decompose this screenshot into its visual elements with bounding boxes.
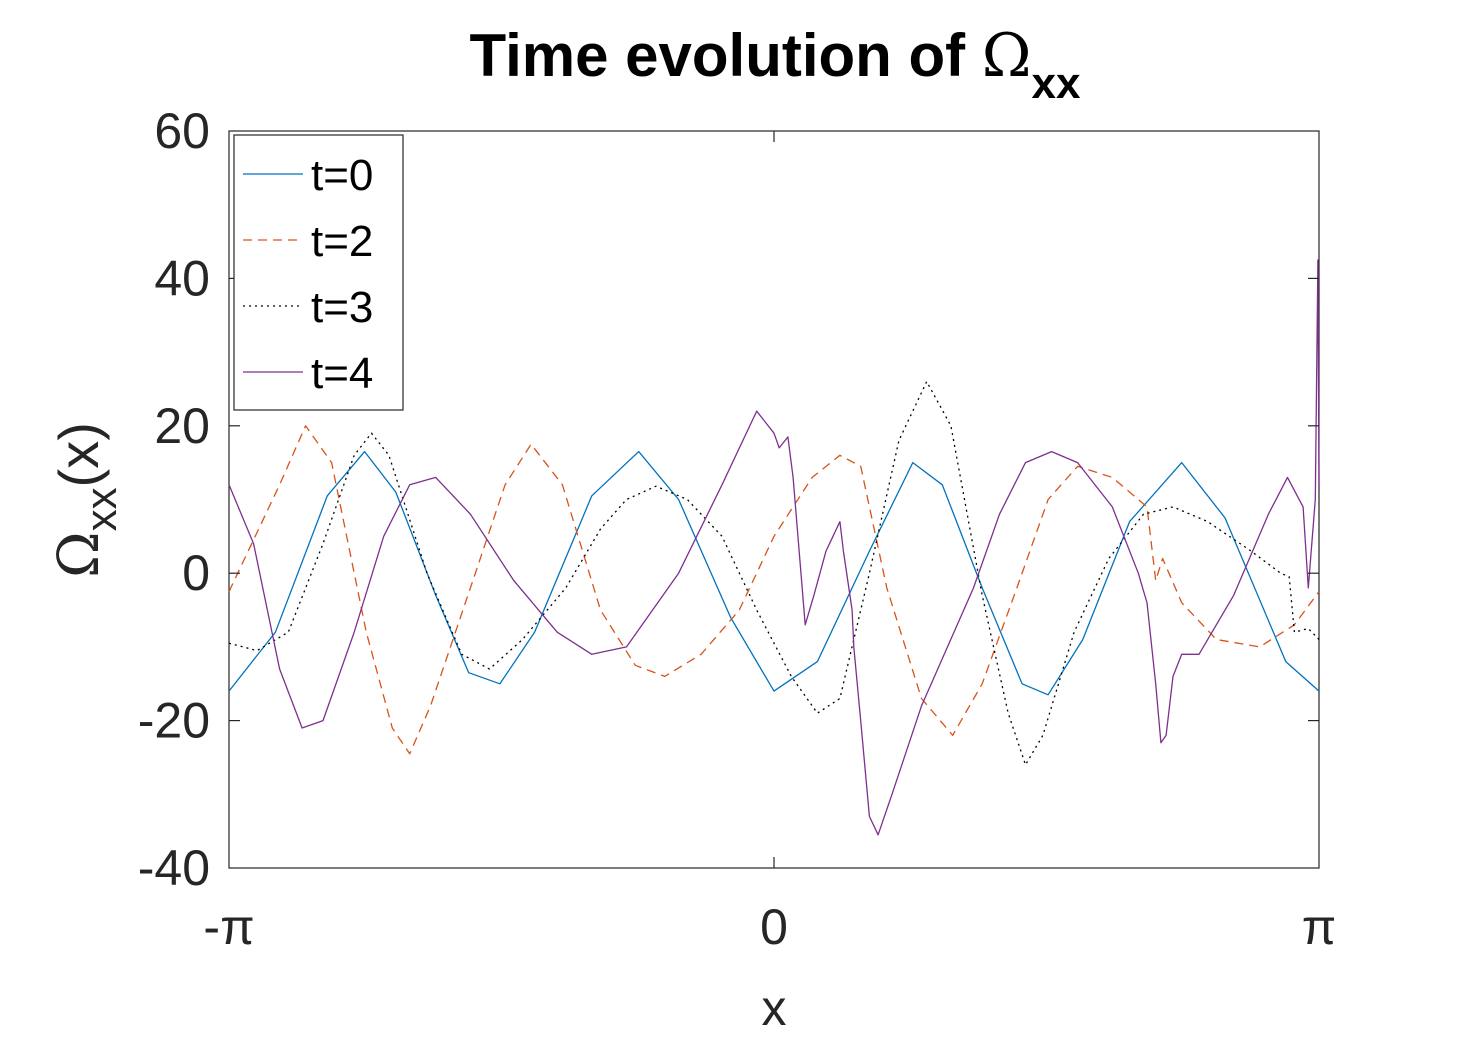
series-line-t-4 xyxy=(228,259,1320,836)
chart-title-main: Time evolution of xyxy=(470,22,982,89)
legend-label-3: t=4 xyxy=(311,349,373,398)
y-tick-label-1: -20 xyxy=(138,693,210,749)
y-tick-label-3: 20 xyxy=(154,398,210,454)
legend: t=0 t=2 t=3 t=4 xyxy=(233,134,404,411)
y-tick-label-5: 60 xyxy=(154,103,210,159)
chart-title-subscript: xx xyxy=(1032,59,1081,108)
plot-area xyxy=(228,130,1320,869)
series-line-t-2 xyxy=(228,425,1320,755)
y-axis-label: Ωxx(x) xyxy=(47,422,126,578)
legend-label-1: t=2 xyxy=(311,217,373,266)
x-axis-label: x xyxy=(762,980,787,1036)
y-tick-label-0: -40 xyxy=(138,840,210,896)
y-axis-ticks: -40 -20 0 20 40 60 xyxy=(138,103,1319,896)
y-axis-label-suffix: (x) xyxy=(47,422,110,487)
legend-label-0: t=0 xyxy=(311,151,373,200)
series-layer xyxy=(228,259,1320,836)
x-axis-ticks: -π 0 π xyxy=(203,899,1336,955)
series-line-t-3 xyxy=(228,380,1320,766)
legend-items: t=0 t=2 t=3 t=4 xyxy=(243,151,373,398)
chart-title-symbol: Ω xyxy=(982,21,1032,91)
y-axis-label-symbol: Ω xyxy=(47,531,112,577)
y-axis-label-subscript: xx xyxy=(77,487,126,531)
legend-label-2: t=3 xyxy=(311,283,373,332)
y-tick-label-4: 40 xyxy=(154,250,210,306)
x-tick-label-1: 0 xyxy=(760,899,788,955)
series-line-t-0 xyxy=(228,450,1320,696)
x-tick-label-0: -π xyxy=(203,899,254,955)
chart-title: Time evolution of Ωxx xyxy=(470,21,1081,108)
legend-box xyxy=(233,134,404,411)
x-tick-label-2: π xyxy=(1302,899,1337,955)
y-tick-label-2: 0 xyxy=(182,545,210,601)
